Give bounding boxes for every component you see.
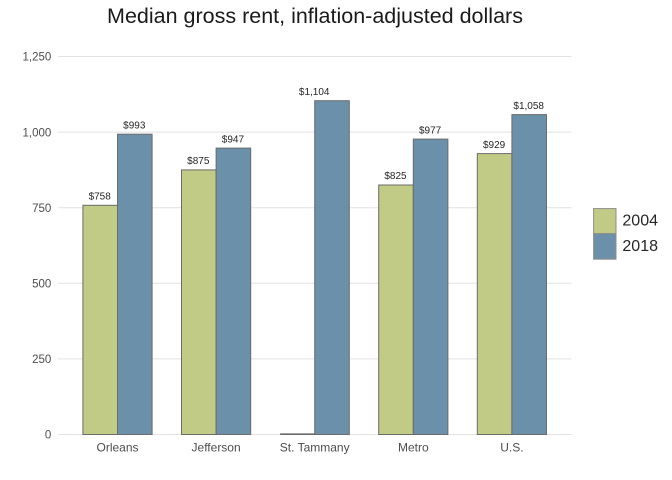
svg-text:750: 750 bbox=[32, 203, 51, 215]
svg-text:$993: $993 bbox=[123, 120, 146, 131]
svg-text:Orleans: Orleans bbox=[96, 441, 138, 455]
svg-text:1,000: 1,000 bbox=[23, 128, 52, 140]
svg-text:Median gross rent, inflation-a: Median gross rent, inflation-adjusted do… bbox=[107, 4, 523, 28]
svg-text:$977: $977 bbox=[419, 125, 442, 136]
svg-text:$875: $875 bbox=[187, 156, 210, 167]
svg-text:2018: 2018 bbox=[622, 238, 658, 255]
svg-text:1,250: 1,250 bbox=[23, 52, 52, 64]
svg-text:Jefferson: Jefferson bbox=[192, 441, 241, 455]
svg-text:2004: 2004 bbox=[622, 212, 658, 229]
svg-text:$1,104: $1,104 bbox=[299, 87, 330, 98]
svg-text:$825: $825 bbox=[384, 171, 407, 182]
svg-text:500: 500 bbox=[32, 279, 51, 291]
svg-text:$929: $929 bbox=[483, 140, 506, 151]
svg-text:St. Tammany: St. Tammany bbox=[280, 441, 350, 455]
svg-text:$1,058: $1,058 bbox=[513, 101, 544, 112]
svg-text:$947: $947 bbox=[222, 134, 245, 145]
svg-text:0: 0 bbox=[45, 430, 51, 442]
svg-text:$758: $758 bbox=[89, 192, 112, 203]
svg-text:Metro: Metro bbox=[398, 441, 429, 455]
svg-text:U.S.: U.S. bbox=[500, 441, 523, 455]
svg-text:250: 250 bbox=[32, 354, 51, 366]
